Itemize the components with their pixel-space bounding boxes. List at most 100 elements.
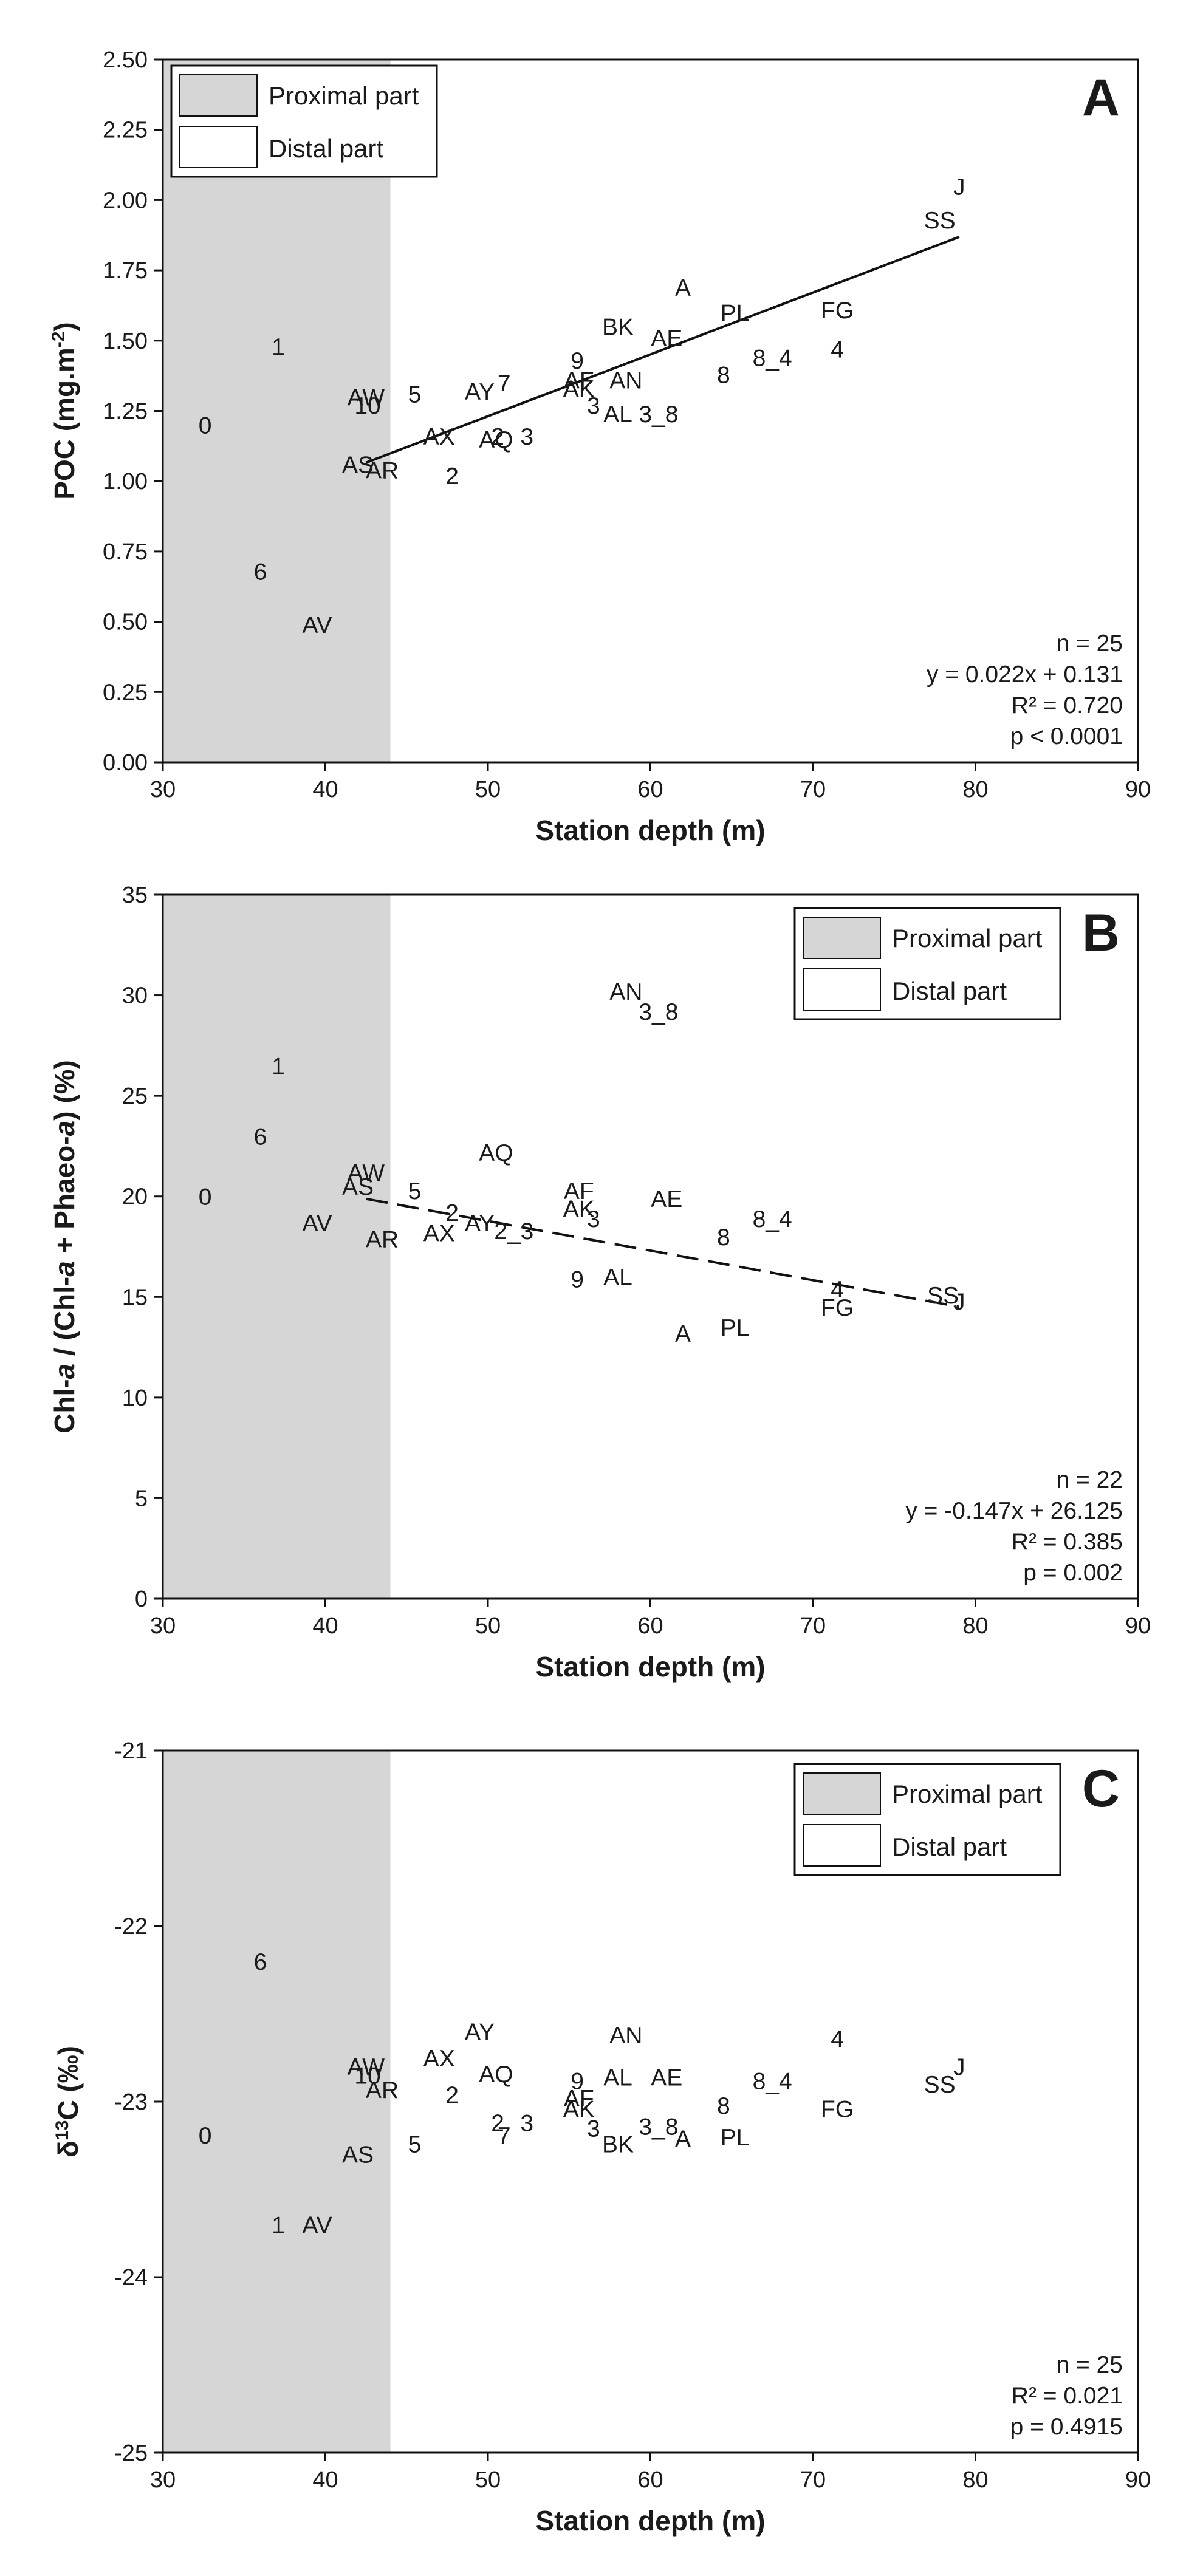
point-label-av: AV — [303, 1211, 332, 1237]
point-label-8-4: 8_4 — [753, 2068, 792, 2094]
point-label-7: 7 — [498, 371, 511, 397]
y-tick-label: 0.00 — [103, 750, 148, 776]
regression-line — [365, 236, 960, 464]
point-label-ay: AY — [465, 2019, 495, 2045]
stats-line: p = 0.4915 — [1010, 2414, 1123, 2440]
x-tick-label: 60 — [637, 1613, 663, 1639]
point-label-j: J — [953, 2054, 965, 2080]
point-label-a: A — [675, 275, 691, 301]
point-label-ss: SS — [924, 208, 956, 234]
point-label-aq: AQ — [479, 2062, 513, 2088]
x-tick-label: 50 — [475, 1613, 501, 1639]
stats-line: n = 25 — [1056, 2352, 1123, 2378]
point-label-ss: SS — [924, 2072, 956, 2098]
y-axis-title: Chl-a / (Chl-a + Phaeo-a) (%) — [49, 1060, 80, 1433]
point-label-5: 5 — [408, 1178, 422, 1204]
point-label-an: AN — [609, 979, 642, 1005]
legend-swatch-proximal — [803, 1772, 881, 1815]
point-label-3-8: 3_8 — [639, 999, 678, 1025]
point-label-ar: AR — [366, 1226, 399, 1252]
legend-swatch-distal — [179, 126, 258, 168]
point-label-9: 9 — [571, 1266, 584, 1293]
x-axis-title: Station depth (m) — [535, 2505, 765, 2537]
stats-line: p < 0.0001 — [1010, 723, 1123, 750]
x-tick-label: 70 — [800, 777, 826, 802]
point-label-1: 1 — [272, 1053, 285, 1079]
y-tick-label: 1.50 — [103, 329, 148, 354]
point-label-3: 3 — [520, 2111, 533, 2137]
legend-label-proximal: Proximal part — [892, 1780, 1043, 1808]
point-label-5: 5 — [408, 382, 422, 408]
legend-label-proximal: Proximal part — [892, 924, 1043, 952]
point-label-an: AN — [609, 368, 642, 394]
point-label-a: A — [675, 2127, 691, 2153]
x-tick-label: 60 — [637, 2467, 663, 2493]
point-label-ay: AY — [465, 1211, 495, 1237]
point-label-bk: BK — [602, 315, 634, 341]
x-tick-label: 80 — [962, 1613, 988, 1639]
point-label-3-8: 3_8 — [639, 401, 678, 428]
x-axis-title: Station depth (m) — [535, 815, 765, 846]
point-label-as: AS — [342, 1174, 374, 1200]
point-label-ak: AK — [563, 2097, 595, 2123]
point-label-af: AF — [564, 2086, 594, 2112]
stats-line: y = -0.147x + 26.125 — [905, 1498, 1123, 1524]
x-tick-label: 30 — [150, 1613, 176, 1639]
point-label-aq: AQ — [479, 1140, 513, 1166]
y-tick-label: 20 — [122, 1184, 148, 1210]
y-tick-label: 1.75 — [103, 258, 148, 284]
y-tick-label: 0 — [135, 1587, 148, 1612]
x-tick-label: 50 — [475, 777, 501, 802]
point-label-al: AL — [603, 1265, 632, 1291]
point-label-pl: PL — [721, 301, 750, 327]
x-tick-label: 50 — [475, 2467, 501, 2493]
y-tick-label: 2.50 — [103, 47, 148, 73]
point-label-ak: AK — [563, 1197, 595, 1223]
point-label-fg: FG — [821, 298, 854, 324]
x-tick-label: 80 — [962, 2467, 988, 2493]
point-label-2: 2 — [491, 424, 504, 450]
y-tick-label: 1.25 — [103, 399, 148, 425]
point-label-3: 3 — [587, 2116, 600, 2142]
point-label-a: A — [675, 1321, 691, 1347]
y-tick-label: 5 — [135, 1486, 148, 1511]
stats-line: R² = 0.720 — [1012, 692, 1123, 719]
point-label-ae: AE — [651, 1186, 682, 1212]
x-tick-label: 80 — [962, 777, 988, 802]
point-label-pl: PL — [721, 1315, 750, 1341]
point-label-9: 9 — [571, 348, 584, 374]
y-tick-label: 0.25 — [103, 680, 148, 705]
y-tick-label: 0.75 — [103, 539, 148, 565]
point-label-an: AN — [609, 2023, 642, 2049]
panel-a: 30 40 50 60 70 80 900.000.250.500.751.001.251.… — [49, 47, 1151, 846]
legend-label-distal: Distal part — [892, 977, 1007, 1005]
point-label-j: J — [953, 1289, 965, 1315]
legend: Proximal part Distal part — [793, 907, 1061, 1020]
proximal-zone — [163, 895, 391, 1599]
point-label-ax: AX — [423, 2046, 455, 2072]
point-label-ax: AX — [423, 1220, 455, 1246]
point-label-2-3: 2_3 — [494, 1218, 533, 1245]
point-label-2: 2 — [491, 2111, 504, 2137]
point-label-bk: BK — [602, 2131, 634, 2157]
y-tick-label: -24 — [114, 2265, 148, 2291]
y-tick-label: 0.50 — [103, 610, 148, 635]
point-label-ae: AE — [651, 2065, 682, 2091]
point-label-as: AS — [342, 2142, 374, 2168]
point-label-al: AL — [603, 401, 632, 428]
point-label-6: 6 — [254, 1124, 267, 1150]
point-label-ak: AK — [563, 376, 595, 402]
point-label-fg: FG — [821, 2097, 854, 2123]
stats-line: R² = 0.385 — [1012, 1529, 1123, 1555]
point-label-av: AV — [303, 2212, 332, 2238]
y-tick-label: 35 — [122, 883, 148, 908]
legend-swatch-proximal — [179, 74, 258, 117]
y-axis-title: δ13C (‰) — [52, 2046, 84, 2157]
x-tick-label: 30 — [150, 2467, 176, 2493]
point-label-6: 6 — [254, 559, 267, 585]
legend: Proximal part Distal part — [170, 64, 438, 178]
y-tick-label: 30 — [122, 983, 148, 1009]
point-label-8-4: 8_4 — [753, 1206, 792, 1232]
stats-line: y = 0.022x + 0.131 — [927, 661, 1123, 688]
